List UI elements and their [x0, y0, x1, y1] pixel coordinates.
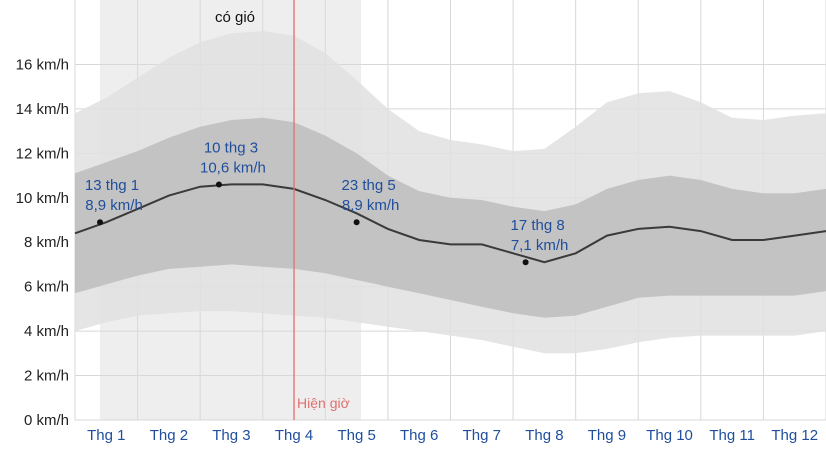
x-tick-label: Thg 4	[275, 427, 313, 444]
x-tick-label: Thg 10	[646, 427, 693, 444]
annotation-point	[353, 219, 360, 226]
annotation-point	[522, 259, 529, 266]
annotation-value: 10,6 km/h	[200, 159, 266, 176]
median-line	[74, 183, 826, 264]
y-tick-label: 8 km/h	[24, 234, 69, 251]
x-tick-label: Thg 9	[588, 427, 626, 444]
x-tick-label: Thg 8	[525, 427, 563, 444]
annotation-date: 10 thg 3	[204, 139, 258, 156]
x-tick-label: Thg 5	[337, 427, 375, 444]
annotation-date: 17 thg 8	[510, 217, 564, 234]
y-tick-label: 14 km/h	[16, 101, 69, 118]
annotation-value: 7,1 km/h	[511, 237, 569, 254]
x-tick-label: Thg 12	[771, 427, 818, 444]
annotation-point	[215, 181, 222, 188]
x-tick-label: Thg 3	[212, 427, 250, 444]
annotation-point	[97, 219, 104, 226]
x-tick-label: Thg 11	[709, 427, 755, 444]
season-label: có gió	[215, 9, 255, 26]
y-tick-label: 12 km/h	[16, 145, 69, 162]
y-tick-label: 16 km/h	[16, 56, 69, 73]
annotation-date: 23 thg 5	[342, 177, 396, 194]
x-tick-label: Thg 6	[400, 427, 438, 444]
annotation-date: 13 thg 1	[85, 177, 139, 194]
band-p25-p75	[75, 117, 826, 318]
annotation-value: 8,9 km/h	[342, 197, 400, 214]
y-tick-label: 0 km/h	[24, 412, 69, 429]
y-tick-label: 6 km/h	[24, 279, 69, 296]
y-tick-label: 4 km/h	[24, 323, 69, 340]
x-tick-label: Thg 2	[150, 427, 188, 444]
now-label: Hiện giờ	[297, 395, 350, 411]
x-tick-label: Thg 7	[463, 427, 501, 444]
y-tick-label: 2 km/h	[24, 368, 69, 385]
y-tick-label: 10 km/h	[16, 190, 69, 207]
x-tick-label: Thg 1	[87, 427, 125, 444]
annotation-value: 8,9 km/h	[85, 197, 143, 214]
